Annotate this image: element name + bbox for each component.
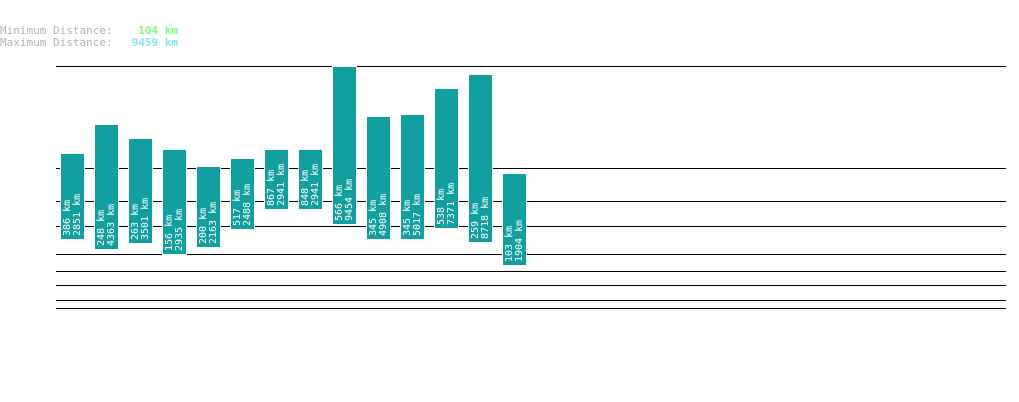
bar-8-label-high: 2941 km [310, 164, 321, 206]
bar-2 [94, 124, 119, 250]
bar-4-label-low: 156 km [164, 215, 175, 251]
bar-6-label-high: 2488 km [242, 184, 253, 226]
bar-14 [502, 173, 527, 266]
bar-9 [332, 66, 357, 225]
bar-13 [468, 74, 493, 243]
legend-min-row: Minimum Distance: 104 km [0, 25, 178, 37]
bar-11-label-low: 345 km [402, 200, 413, 236]
bar-11-label-high: 5017 km [412, 194, 423, 236]
bar-7-label-low: 867 km [266, 170, 277, 206]
legend: Minimum Distance: 104 km Maximum Distance… [0, 25, 178, 49]
bar-2-label-low: 248 km [96, 210, 107, 246]
bar-10-label-low: 345 km [368, 200, 379, 236]
bar-14-label-low: 103 km [504, 226, 515, 262]
bar-5-label-low: 200 km [198, 208, 209, 244]
bar-13-label-low: 259 km [470, 203, 481, 239]
bar-10 [366, 116, 391, 240]
bar-7 [264, 149, 289, 210]
legend-max-label: Maximum Distance: [0, 36, 113, 49]
bar-8-label-low: 848 km [300, 170, 311, 206]
bar-1-label-low: 386 km [62, 200, 73, 236]
bar-3-label-low: 263 km [130, 204, 141, 240]
bar-6 [230, 158, 255, 230]
bar-5 [196, 166, 221, 248]
bar-4-label-high: 2935 km [174, 209, 185, 251]
legend-max-value: 9459 km [131, 36, 178, 49]
bar-14-label-high: 1904 km [514, 220, 525, 262]
legend-min-label: Minimum Distance: [0, 24, 113, 37]
bar-2-label-high: 4363 km [106, 204, 117, 246]
bar-7-label-high: 2941 km [276, 164, 287, 206]
bar-1 [60, 153, 85, 240]
bar-8 [298, 149, 323, 210]
bar-12-label-high: 7371 km [446, 183, 457, 225]
bar-9-label-low: 566 km [334, 185, 345, 221]
legend-max-row: Maximum Distance: 9459 km [0, 37, 178, 49]
bar-5-label-high: 2163 km [208, 202, 219, 244]
bar-4 [162, 149, 187, 255]
legend-min-value: 104 km [138, 24, 178, 37]
bar-1-label-high: 2851 km [72, 194, 83, 236]
bar-3-label-high: 3501 km [140, 198, 151, 240]
bar-10-label-high: 4908 km [378, 194, 389, 236]
bar-6-label-low: 517 km [232, 190, 243, 226]
bar-9-label-high: 9454 km [344, 179, 355, 221]
bar-12-label-low: 538 km [436, 189, 447, 225]
bar-12 [434, 88, 459, 229]
bar-13-label-high: 8718 km [480, 197, 491, 239]
bar-11 [400, 114, 425, 240]
bar-3 [128, 138, 153, 244]
